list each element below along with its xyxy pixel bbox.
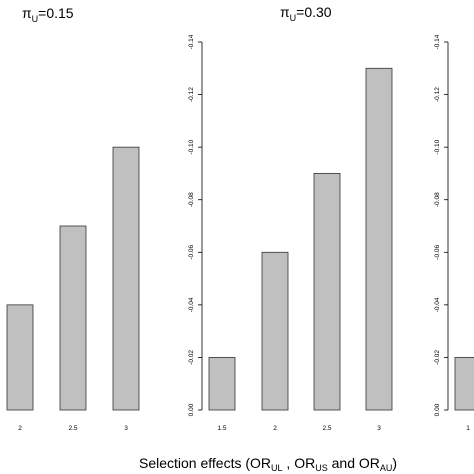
bar-1 bbox=[454, 357, 474, 411]
x-tick-label: 1 bbox=[466, 425, 470, 432]
y-tick-label: -0.06 bbox=[188, 244, 195, 259]
bar-2 bbox=[261, 251, 289, 411]
panel-pi-u-030: πU=0.30 0.00 -0.02 -0.04 -0.06 -0.08 -0.10 -0.… bbox=[188, 4, 393, 432]
bar-3 bbox=[365, 67, 393, 411]
x-tick-label: 2.5 bbox=[68, 425, 77, 432]
x-tick-labels: 1 bbox=[466, 425, 470, 432]
y-tick-label: -0.14 bbox=[434, 34, 441, 49]
x-tick-label: 2.5 bbox=[322, 425, 331, 432]
panel-title: πU=0.30 bbox=[280, 4, 332, 23]
y-tick-label: -0.02 bbox=[434, 350, 441, 365]
y-axis: 0.00 -0.02 -0.04 -0.06 -0.08 -0.10 -0.12 -0.14 bbox=[188, 34, 203, 416]
x-tick-labels: 1.5 2 2.5 3 bbox=[217, 425, 381, 432]
y-tick-label: 0.00 bbox=[434, 403, 441, 416]
y-tick-label: -0.14 bbox=[188, 34, 195, 49]
y-tick-label: -0.10 bbox=[188, 139, 195, 154]
y-tick-label: -0.10 bbox=[434, 139, 441, 154]
y-tick-label: -0.08 bbox=[188, 192, 195, 207]
panel-cropped-right: 0.00-0.02-0.04-0.06-0.08-0.10-0.12-0.14 … bbox=[434, 34, 474, 432]
x-tick-label: 1.5 bbox=[217, 425, 226, 432]
bar-group bbox=[6, 146, 140, 411]
bar-3 bbox=[112, 146, 140, 411]
y-tick-label: -0.08 bbox=[434, 192, 441, 207]
x-tick-label: 2 bbox=[273, 425, 277, 432]
bar-2.5 bbox=[59, 225, 87, 411]
y-axis: 0.00 -0.02 -0.04 -0.06 -0.08 -0.10 -0.12 -0.14 bbox=[434, 34, 449, 416]
bar-2 bbox=[6, 304, 34, 411]
y-tick-label: -0.04 bbox=[434, 297, 441, 312]
y-tick-label: 0.00 bbox=[188, 403, 195, 416]
panel-pi-u-015: πU=0.15 2 2.5 3 bbox=[6, 5, 140, 432]
x-tick-label: 3 bbox=[124, 425, 128, 432]
panel-title: πU=0.15 bbox=[22, 5, 74, 24]
bar-group bbox=[208, 67, 393, 411]
x-axis-label: Selection effects (ORUL , ORUS and ORAU) bbox=[139, 455, 397, 473]
x-tick-labels: 2 2.5 3 bbox=[18, 425, 128, 432]
y-tick-label: -0.06 bbox=[434, 244, 441, 259]
bar-1.5 bbox=[208, 357, 236, 411]
bar-2.5 bbox=[313, 173, 341, 411]
y-tick-label: -0.12 bbox=[188, 87, 195, 102]
x-tick-label: 3 bbox=[377, 425, 381, 432]
bar-group bbox=[454, 357, 474, 411]
y-tick-label: -0.04 bbox=[188, 297, 195, 312]
y-tick-label: -0.12 bbox=[434, 87, 441, 102]
y-tick-label: -0.02 bbox=[188, 350, 195, 365]
x-tick-label: 2 bbox=[18, 425, 22, 432]
